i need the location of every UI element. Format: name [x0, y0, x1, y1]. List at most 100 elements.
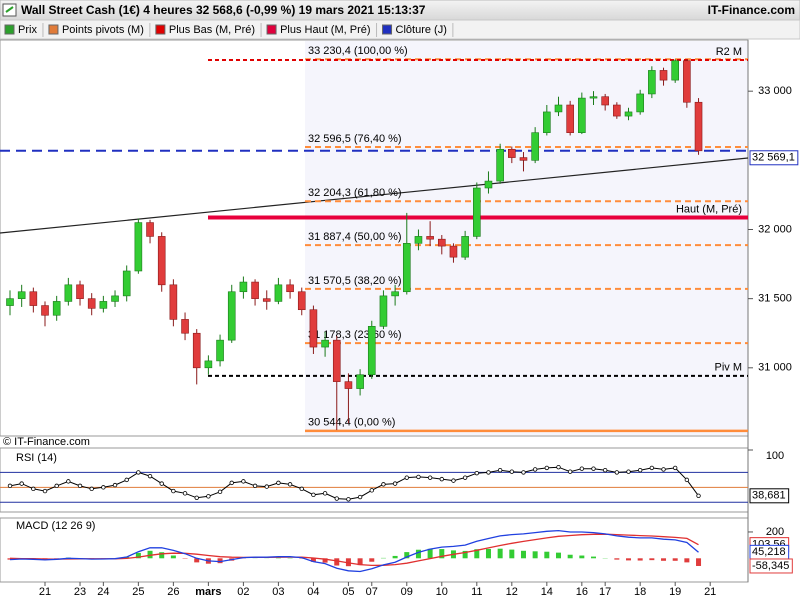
close-value-label: 32 569,1: [752, 152, 795, 164]
rsi-point: [661, 467, 666, 472]
watermark: © IT-Finance.com: [3, 436, 90, 448]
histogram-bar: [217, 558, 223, 564]
candle-body: [624, 111, 633, 117]
x-tick-label: 21: [704, 586, 716, 598]
y-tick-label: 200: [766, 526, 784, 538]
legend-label: Plus Haut (M, Pré): [280, 24, 370, 36]
rsi-point: [136, 470, 141, 475]
y-tick-label: 31 500: [758, 293, 792, 305]
histogram-bar: [567, 554, 573, 559]
candle-body: [41, 305, 49, 316]
rsi-point: [509, 469, 515, 474]
rsi-point: [369, 488, 374, 493]
candle-body: [648, 70, 656, 95]
rsi-point: [602, 467, 608, 473]
legend-bar: [0, 19, 800, 40]
histogram-bar: [614, 558, 620, 560]
candle-body: [52, 301, 61, 316]
histogram-value-label: -58,345: [752, 560, 789, 572]
y-tick-label: 33 000: [758, 85, 792, 97]
rsi-point: [322, 491, 328, 496]
candle-body: [64, 284, 73, 302]
histogram-bar: [520, 550, 526, 559]
fibonacci-label: 31 570,5 (38,20 %): [308, 275, 402, 287]
x-tick-label: 21: [39, 586, 51, 598]
legend-swatch: [266, 24, 277, 35]
legend-label: Plus Bas (M, Pré): [169, 24, 255, 36]
rsi-point: [101, 485, 106, 490]
rsi-point: [357, 494, 363, 500]
histogram-bar: [147, 550, 153, 559]
legend-label: Prix: [18, 24, 37, 36]
candle-body: [239, 281, 248, 293]
fibonacci-zone: [305, 41, 748, 435]
macd-line: [9, 529, 699, 573]
rsi-point: [112, 482, 118, 488]
rsi-point: [404, 475, 409, 480]
rsi-point: [556, 464, 561, 470]
rsi-point: [521, 470, 526, 475]
candle-body: [414, 236, 423, 244]
rsi-point: [486, 470, 491, 475]
rsi-point: [649, 465, 655, 471]
candle-body: [332, 339, 341, 382]
candle-body: [683, 60, 691, 103]
rsi-point: [159, 481, 164, 486]
rsi-point: [334, 496, 339, 501]
legend-label: Clôture (J): [396, 24, 447, 36]
menu-icon-glyph: [5, 6, 14, 13]
histogram-bar: [392, 555, 398, 559]
rsi-point: [684, 477, 690, 483]
rsi-point: [171, 488, 176, 494]
rsi-point: [264, 484, 269, 489]
legend-label: Points pivots (M): [62, 24, 144, 36]
rsi-point: [299, 486, 304, 492]
rsi-point: [54, 483, 59, 489]
x-tick-label: 11: [471, 586, 482, 598]
histogram-bar: [532, 551, 538, 559]
histogram-bar: [439, 549, 445, 559]
rsi-point: [626, 469, 631, 474]
histogram-bar: [322, 558, 328, 563]
candle-body: [321, 339, 329, 348]
histogram-bar: [591, 556, 596, 559]
rsi-point: [497, 467, 503, 473]
candle-body: [461, 236, 469, 258]
panel-title: RSI (14): [16, 452, 57, 464]
rsi-point: [194, 495, 199, 501]
fibonacci-label: 33 230,4 (100,00 %): [308, 45, 408, 57]
candle-body: [29, 291, 38, 306]
histogram-bar: [310, 558, 316, 562]
histogram-bar: [135, 552, 141, 559]
candle-body: [6, 298, 14, 306]
fibonacci-label: 31 887,4 (50,00 %): [308, 231, 402, 243]
candle-body: [309, 309, 318, 348]
panel-title: MACD (12 26 9): [16, 520, 95, 532]
candle-body: [286, 284, 294, 293]
rsi-point: [346, 497, 351, 502]
histogram-bar: [369, 558, 375, 562]
candle-body: [76, 284, 84, 299]
rsi-point: [124, 477, 129, 483]
histogram-bar: [170, 555, 176, 559]
fibonacci-label: 32 204,3 (61,80 %): [308, 187, 402, 199]
candle-body: [519, 157, 528, 161]
histogram-bar: [672, 558, 678, 561]
candle-body: [204, 360, 213, 369]
histogram-bar: [462, 550, 468, 559]
histogram-bar: [626, 558, 632, 561]
histogram-bar: [497, 548, 503, 559]
candle-body: [227, 291, 236, 341]
candle-body: [484, 180, 493, 189]
x-tick-label: 25: [132, 586, 144, 598]
rsi-point: [66, 479, 71, 484]
rsi-point: [532, 467, 538, 472]
histogram-bar: [684, 558, 690, 563]
legend-swatch: [4, 24, 15, 35]
rsi-point: [311, 492, 316, 498]
candle-body: [543, 111, 551, 133]
histogram-bar: [275, 557, 281, 559]
candle-body: [694, 101, 703, 152]
histogram-bar: [415, 549, 421, 559]
candle-body: [402, 243, 411, 293]
